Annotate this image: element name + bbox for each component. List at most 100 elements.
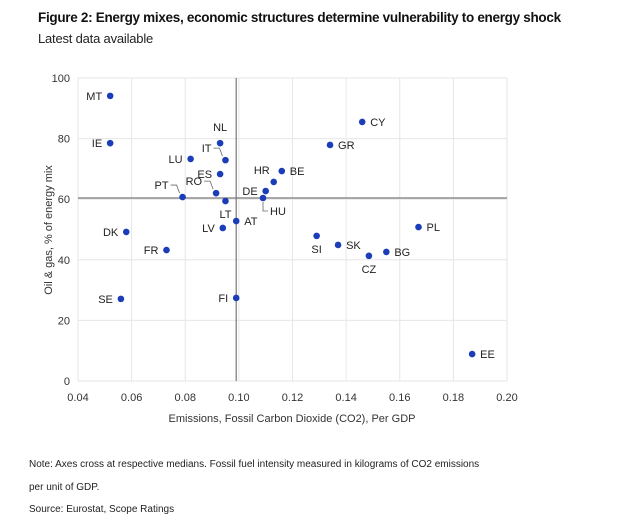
data-point-lt: LT bbox=[219, 197, 232, 221]
point-label: HR bbox=[254, 165, 270, 177]
x-axis-label: Emissions, Fossil Carbon Dioxide (CO2), … bbox=[169, 413, 416, 425]
leader-line bbox=[262, 201, 269, 212]
data-point-ro: RO bbox=[186, 176, 220, 197]
point-label: ES bbox=[197, 169, 212, 181]
y-tick-label: 60 bbox=[58, 194, 70, 206]
point-label: PL bbox=[427, 222, 440, 234]
x-tick-label: 0.10 bbox=[228, 392, 249, 404]
note-line-2: per unit of GDP. bbox=[29, 482, 100, 493]
y-axis-label: Oil & gas, % of energy mix bbox=[43, 165, 55, 295]
x-tick-label: 0.12 bbox=[282, 392, 303, 404]
median-axes bbox=[78, 78, 507, 381]
data-point-se: SE bbox=[98, 294, 125, 306]
data-point-dk: DK bbox=[103, 227, 130, 239]
point-marker bbox=[216, 139, 224, 147]
axis-ticks: 0.04 0.06 0.08 0.10 0.12 0.14 0.16 0.18 0.20 0 20 4… bbox=[52, 73, 518, 404]
data-point-mt: MT bbox=[86, 91, 114, 103]
point-label: HU bbox=[270, 206, 286, 218]
point-label: SI bbox=[311, 244, 321, 256]
leader-line bbox=[204, 180, 214, 190]
point-label: EE bbox=[480, 349, 495, 361]
data-point-nl: NL bbox=[213, 122, 227, 147]
data-point-es: ES bbox=[197, 169, 224, 181]
point-marker bbox=[415, 223, 422, 231]
leader-line bbox=[213, 147, 223, 157]
data-point-cz: CZ bbox=[362, 252, 377, 276]
point-marker bbox=[106, 92, 114, 100]
point-marker bbox=[326, 141, 334, 149]
x-tick-label: 0.04 bbox=[67, 392, 88, 404]
point-label: NL bbox=[213, 122, 227, 134]
point-marker bbox=[219, 224, 227, 232]
point-label: SK bbox=[346, 240, 361, 252]
note-line-1: Note: Axes cross at respective medians. … bbox=[29, 459, 480, 470]
point-label: BE bbox=[290, 166, 305, 178]
y-tick-label: 0 bbox=[64, 376, 70, 388]
data-point-fr: FR bbox=[144, 245, 170, 257]
point-label: CY bbox=[370, 117, 386, 129]
point-marker bbox=[383, 248, 390, 256]
point-label: PT bbox=[155, 180, 169, 192]
data-point-gr: GR bbox=[326, 140, 355, 152]
point-marker bbox=[334, 241, 342, 249]
point-label: GR bbox=[338, 140, 355, 152]
point-label: DK bbox=[103, 227, 119, 239]
x-tick-label: 0.16 bbox=[389, 392, 410, 404]
data-point-de: DE bbox=[242, 186, 269, 198]
chart-title: Figure 2: Energy mixes, economic structu… bbox=[38, 10, 561, 25]
data-point-si: SI bbox=[311, 232, 322, 256]
point-marker bbox=[187, 155, 194, 163]
x-tick-label: 0.08 bbox=[175, 392, 196, 404]
x-tick-label: 0.06 bbox=[121, 392, 142, 404]
gridlines bbox=[77, 77, 508, 382]
point-marker bbox=[262, 187, 269, 195]
point-label: FR bbox=[144, 245, 159, 257]
point-label: LT bbox=[219, 209, 231, 221]
point-marker bbox=[106, 139, 114, 147]
data-point-bg: BG bbox=[383, 247, 410, 259]
point-label: DE bbox=[242, 186, 257, 198]
point-marker bbox=[222, 197, 229, 205]
data-point-lu: LU bbox=[169, 154, 194, 166]
point-marker bbox=[117, 295, 125, 303]
x-tick-label: 0.14 bbox=[335, 392, 356, 404]
data-point-hu: HU bbox=[259, 194, 286, 218]
data-point-pt: PT bbox=[155, 180, 186, 201]
x-tick-label: 0.20 bbox=[496, 392, 517, 404]
point-label: IT bbox=[202, 143, 212, 155]
data-point-hr: HR bbox=[254, 165, 278, 186]
point-marker bbox=[358, 118, 366, 126]
point-marker bbox=[216, 170, 224, 178]
data-point-be: BE bbox=[278, 166, 304, 178]
data-point-lv: LV bbox=[202, 223, 227, 235]
point-marker bbox=[179, 193, 186, 201]
point-label: FI bbox=[218, 293, 228, 305]
point-marker bbox=[222, 156, 229, 164]
point-marker bbox=[212, 189, 220, 197]
y-tick-label: 100 bbox=[52, 73, 70, 85]
chart-subtitle: Latest data available bbox=[38, 31, 154, 46]
point-label: LU bbox=[169, 154, 183, 166]
point-marker bbox=[259, 194, 267, 202]
y-tick-label: 80 bbox=[58, 134, 70, 146]
data-point-fi: FI bbox=[218, 293, 240, 305]
point-marker bbox=[232, 294, 240, 302]
data-point-at: AT bbox=[232, 216, 258, 228]
point-marker bbox=[468, 350, 476, 358]
scatter-chart: 0.04 0.06 0.08 0.10 0.12 0.14 0.16 0.18 0.20 0 20 4… bbox=[43, 73, 518, 425]
point-marker bbox=[122, 228, 130, 236]
point-label: AT bbox=[244, 216, 258, 228]
data-point-sk: SK bbox=[334, 240, 361, 252]
point-label: SE bbox=[98, 294, 113, 306]
point-marker bbox=[232, 217, 240, 225]
leader-line bbox=[170, 184, 180, 194]
point-marker bbox=[163, 246, 170, 254]
data-point-ie: IE bbox=[92, 138, 114, 150]
point-marker bbox=[365, 252, 373, 260]
data-point-it: IT bbox=[202, 143, 229, 164]
point-marker bbox=[278, 167, 286, 175]
y-tick-label: 20 bbox=[58, 315, 70, 327]
data-point-pl: PL bbox=[415, 222, 440, 234]
data-point-ee: EE bbox=[468, 349, 495, 361]
